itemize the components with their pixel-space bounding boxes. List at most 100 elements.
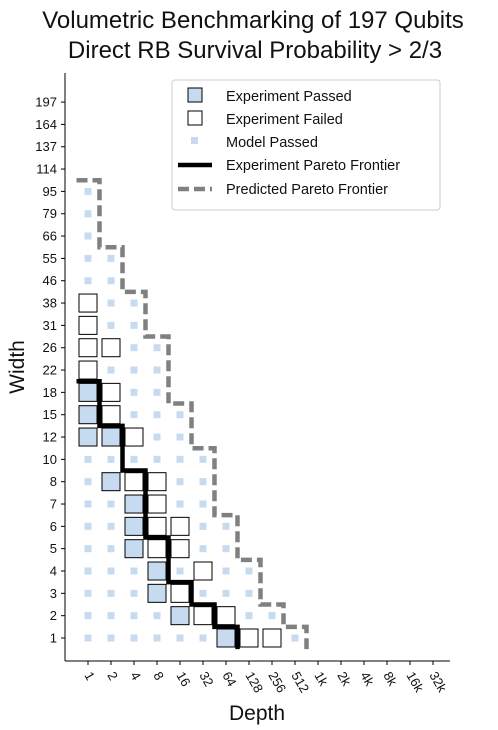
- model-passed-marker: [107, 455, 115, 463]
- model-passed-marker: [199, 589, 207, 597]
- x-tick-label: 4: [127, 669, 144, 683]
- y-tick-label: 18: [43, 385, 57, 400]
- model-passed-marker: [107, 612, 115, 620]
- x-tick-label: 512: [288, 669, 312, 695]
- model-passed-marker: [222, 589, 230, 597]
- model-passed-marker: [84, 522, 92, 530]
- y-tick-label: 26: [43, 340, 57, 355]
- experiment-passed-box: [147, 561, 167, 581]
- model-passed-marker: [84, 254, 92, 262]
- experiment-passed-box: [216, 628, 236, 648]
- experiment-failed-box: [170, 539, 190, 559]
- experiment-passed-box: [78, 405, 98, 425]
- experiment-failed-box: [147, 539, 167, 559]
- y-tick-label: 4: [50, 564, 57, 579]
- y-tick-label: 5: [50, 541, 57, 556]
- legend-box: [171, 79, 441, 211]
- model-passed-marker: [84, 232, 92, 240]
- model-passed-marker: [291, 634, 299, 642]
- y-tick-label: 12: [43, 430, 57, 445]
- model-passed-marker: [84, 210, 92, 218]
- model-passed-marker: [176, 411, 184, 419]
- x-tick-label: 64: [219, 669, 239, 689]
- x-tick-label: 2k: [334, 669, 354, 689]
- model-passed-marker: [84, 545, 92, 553]
- model-passed-marker: [199, 478, 207, 486]
- experiment-failed-box: [101, 405, 121, 425]
- legend: Experiment Passed Experiment Failed Mode…: [171, 79, 441, 211]
- model-passed-marker: [153, 344, 161, 352]
- experiment-failed-box: [147, 516, 167, 536]
- y-tick-label: 6: [50, 519, 57, 534]
- model-passed-marker: [107, 567, 115, 575]
- experiment-passed-box: [101, 472, 121, 492]
- y-tick-label: 2: [50, 608, 57, 623]
- y-tick-label: 7: [50, 497, 57, 512]
- y-tick-label: 55: [43, 251, 57, 266]
- y-tick-label: 15: [43, 407, 57, 422]
- model-passed-marker: [130, 589, 138, 597]
- legend-label-experiment-passed: Experiment Passed: [226, 89, 352, 105]
- model-passed-marker: [222, 567, 230, 575]
- model-passed-marker: [107, 277, 115, 285]
- model-passed-marker: [84, 455, 92, 463]
- x-tick-label: 32k: [426, 669, 450, 695]
- model-passed-marker: [84, 500, 92, 508]
- model-passed-marker: [153, 433, 161, 441]
- model-passed-marker: [222, 522, 230, 530]
- model-passed-marker: [153, 634, 161, 642]
- model-passed-marker: [130, 388, 138, 396]
- x-tick-label: 128: [242, 669, 266, 695]
- experiment-passed-box: [124, 516, 144, 536]
- model-passed-marker: [84, 187, 92, 195]
- experiment-pareto-frontier-line: [76, 378, 240, 650]
- experiment-failed-box: [147, 494, 167, 514]
- experiment-failed-box: [193, 606, 213, 626]
- x-tick-label: 1: [81, 669, 98, 683]
- experiment-passed-box: [124, 539, 144, 559]
- x-tick-label: 16: [173, 669, 193, 689]
- legend-experiment-passed-icon: [187, 87, 203, 103]
- model-passed-marker: [176, 433, 184, 441]
- frontier-lines: [76, 177, 309, 650]
- y-tick-label: 38: [43, 296, 57, 311]
- model-passed-marker: [130, 344, 138, 352]
- model-passed-marker: [176, 634, 184, 642]
- tick-labels: 1234567810121518222631384655667995114137…: [35, 95, 450, 696]
- model-passed-marker: [130, 366, 138, 374]
- model-passed-marker: [199, 634, 207, 642]
- model-passed-marker: [153, 411, 161, 419]
- model-passed-marker: [130, 612, 138, 620]
- model-passed-marker: [153, 388, 161, 396]
- x-tick-label: 8k: [380, 669, 400, 689]
- model-passed-marker: [107, 299, 115, 307]
- model-passed-marker: [107, 634, 115, 642]
- model-passed-marker: [268, 612, 276, 620]
- model-passed-marker: [245, 612, 253, 620]
- experiment-failed-box: [101, 338, 121, 358]
- experiment-failed-box: [78, 360, 98, 380]
- y-tick-label: 79: [43, 206, 57, 221]
- model-passed-marker: [107, 500, 115, 508]
- model-passed-marker: [130, 567, 138, 575]
- chart-title: Volumetric Benchmarking of 197 Qubits: [42, 7, 464, 34]
- model-passed-marker: [130, 634, 138, 642]
- model-passed-marker: [107, 366, 115, 374]
- experiment-passed-box: [170, 606, 190, 626]
- x-tick-label: 8: [150, 669, 167, 683]
- experiment-failed-box: [193, 561, 213, 581]
- x-axis-label: Depth: [229, 702, 285, 725]
- model-passed-marker: [84, 567, 92, 575]
- model-passed-marker: [153, 366, 161, 374]
- y-tick-label: 10: [43, 452, 57, 467]
- experiment-failed-box: [216, 606, 236, 626]
- x-tick-label: 2: [104, 669, 121, 683]
- y-tick-label: 66: [43, 229, 57, 244]
- x-tick-label: 1k: [311, 669, 331, 689]
- y-tick-label: 114: [36, 162, 57, 177]
- legend-label-experiment-failed: Experiment Failed: [226, 112, 343, 128]
- legend-label-predicted-frontier: Predicted Pareto Frontier: [226, 182, 388, 198]
- experiment-passed-box: [78, 427, 98, 447]
- model-passed-marker: [176, 500, 184, 508]
